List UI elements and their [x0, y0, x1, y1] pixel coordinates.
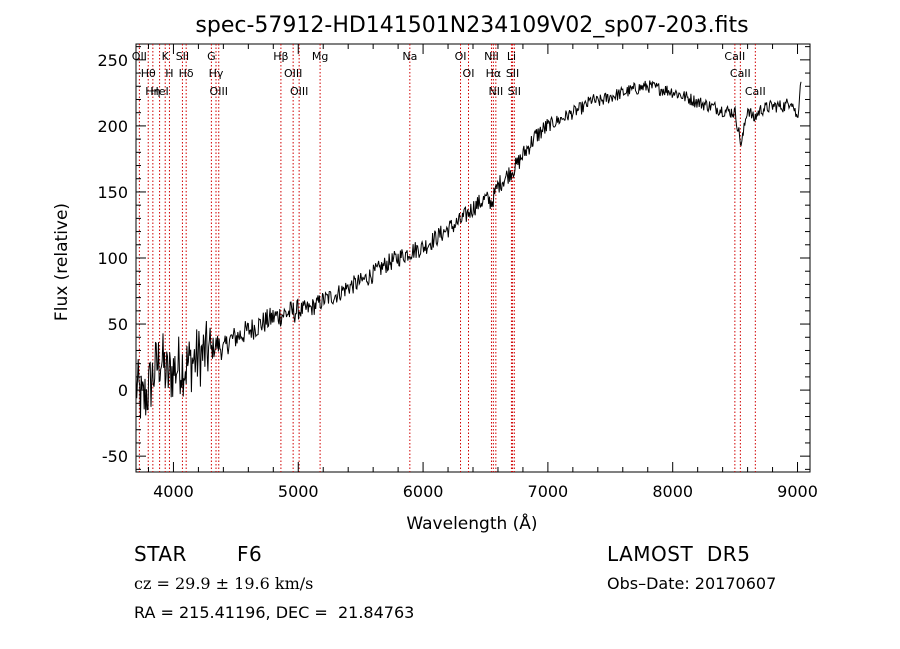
y-tick-label: -50 [102, 447, 128, 466]
spectral-line-label: NII [484, 50, 499, 63]
spectral-line-label: Hα [486, 67, 502, 80]
spectral-line-label: OII [132, 50, 147, 63]
spectral-line-label: SII [506, 67, 519, 80]
spectral-line-label: SII [176, 50, 189, 63]
spectral-subclass: F6 [237, 542, 263, 566]
spectral-line-label: K [162, 50, 170, 63]
x-tick-label: 7000 [528, 482, 569, 501]
spectral-line-label: Hθ [141, 67, 156, 80]
spectral-line-label: CaII [745, 85, 766, 98]
x-tick-label: 4000 [153, 482, 194, 501]
spectral-line-label: G [207, 50, 216, 63]
spectral-line-label: Hη [145, 85, 160, 98]
spectral-line-label: HeI [150, 85, 168, 98]
y-tick-label: 250 [97, 51, 128, 70]
chart-title: spec-57912-HD141501N234109V02_sp07-203.f… [195, 13, 748, 38]
x-axis-label: Wavelength (Å) [406, 512, 537, 534]
x-tick-label: 5000 [278, 482, 319, 501]
spectral-line-label: CaII [724, 50, 745, 63]
spectral-line-label: Li [507, 50, 516, 63]
spectral-line-markers [138, 44, 756, 472]
spectral-line-label: OI [463, 67, 475, 80]
y-tick-label: 0 [118, 381, 128, 400]
velocity-readout: cz = 29.9 ± 19.6 km/s [134, 574, 314, 593]
spectrum-line [135, 80, 802, 419]
y-tick-label: 150 [97, 183, 128, 202]
tick-labels: 4000 5000 6000 7000 8000 9000 -50 0 50 100 150 200 2… [97, 51, 817, 501]
spectral-line-label: OIII [284, 67, 302, 80]
y-axis-label: Flux (relative) [52, 203, 72, 321]
spectral-line-label: OIII [290, 85, 308, 98]
spectral-line-label: Mg [312, 50, 328, 63]
spectral-line-label: Hδ [179, 67, 194, 80]
spectral-line-label: NII [488, 85, 503, 98]
spectral-line-label: CaII [730, 67, 751, 80]
spectral-line-label: Na [402, 50, 417, 63]
y-tick-label: 50 [108, 315, 128, 334]
y-tick-label: 200 [97, 117, 128, 136]
spectral-line-label: OI [455, 50, 467, 63]
x-tick-label: 8000 [652, 482, 693, 501]
y-tick-label: 100 [97, 249, 128, 268]
object-class: STAR [134, 542, 187, 566]
x-tick-label: 9000 [777, 482, 818, 501]
coordinates-readout: RA = 215.41196, DEC = 21.84763 [134, 603, 415, 622]
spectral-line-label: Hγ [209, 67, 224, 80]
spectral-line-label: OIII [210, 85, 228, 98]
survey-release: LAMOST DR5 [607, 542, 751, 566]
spectral-line-label: H [165, 67, 173, 80]
spectral-line-label: SII [508, 85, 521, 98]
spectral-line-label: Hβ [273, 50, 288, 63]
x-tick-label: 6000 [403, 482, 444, 501]
observation-date: Obs–Date: 20170607 [607, 574, 777, 593]
